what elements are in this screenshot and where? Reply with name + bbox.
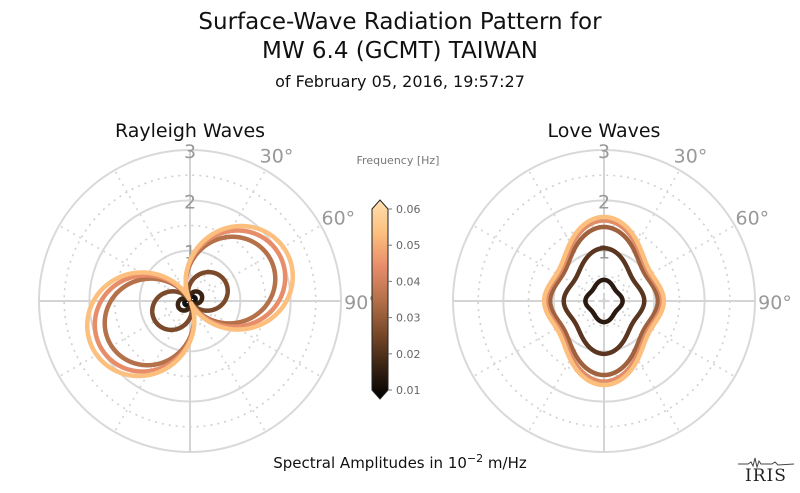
angle-tick-label: 30° <box>260 146 294 168</box>
love-panel-title: Love Waves <box>547 120 661 142</box>
love-series-0.02 <box>583 277 625 325</box>
radial-tick-label: 3 <box>184 141 196 163</box>
frequency-colorbar: 0.06 0.05 0.04 0.03 0.02 0.01 <box>371 199 421 400</box>
colorbar-tick-label: 0.01 <box>396 384 421 397</box>
angle-tick-label: 90° <box>344 292 378 314</box>
radial-tick-label: 2 <box>598 191 610 213</box>
rayleigh-polar-plot: 123 30°60°90° <box>38 141 378 453</box>
colorbar-bar <box>371 199 389 400</box>
angle-tick-label: 60° <box>322 208 356 230</box>
radial-tick-label: 3 <box>598 141 610 163</box>
colorbar-tick-label: 0.03 <box>396 312 421 325</box>
angle-tick-label: 60° <box>736 208 770 230</box>
rayleigh-series-0.06 <box>84 223 296 379</box>
rayleigh-series-0.03 <box>150 269 230 333</box>
radial-tick-label: 2 <box>184 191 196 213</box>
rayleigh-panel-title: Rayleigh Waves <box>114 120 266 142</box>
love-series-0.01 <box>594 289 614 313</box>
angle-tick-label: 30° <box>674 146 708 168</box>
chart-subtitle: of February 05, 2016, 19:57:27 <box>275 72 525 91</box>
love-series-0.03 <box>561 245 647 357</box>
colorbar-tick-label: 0.04 <box>396 275 421 288</box>
love-series-0.04 <box>547 224 661 378</box>
colorbar-tick-label: 0.02 <box>396 348 421 361</box>
chart-title-line-2: MW 6.4 (GCMT) TAIWAN <box>261 38 539 64</box>
grid-spoke <box>603 169 681 302</box>
caption-exponent: −2 <box>466 452 484 465</box>
angle-tick-label: 90° <box>758 292 792 314</box>
love-polar-plot: 1 2 3 30° 60° 90° <box>452 141 792 453</box>
colorbar-tick-label: 0.06 <box>396 203 421 216</box>
love-series-0.06 <box>541 214 667 388</box>
colorbar-label: Frequency [Hz] <box>356 154 440 167</box>
radial-tick-label: 1 <box>598 242 610 264</box>
colorbar-tick-label: 0.05 <box>396 239 421 252</box>
iris-logo: IRIS <box>738 456 794 486</box>
caption-unit: m/Hz <box>487 454 527 472</box>
polar-grid <box>38 149 342 453</box>
amplitude-units-caption: Spectral Amplitudes in 10−2 m/Hz <box>0 452 800 472</box>
iris-logo-text: IRIS <box>745 466 787 486</box>
chart-title-line-1: Surface-Wave Radiation Pattern for <box>198 9 602 35</box>
caption-prefix: Spectral Amplitudes in 10 <box>273 454 467 472</box>
grid-spoke <box>527 300 605 433</box>
